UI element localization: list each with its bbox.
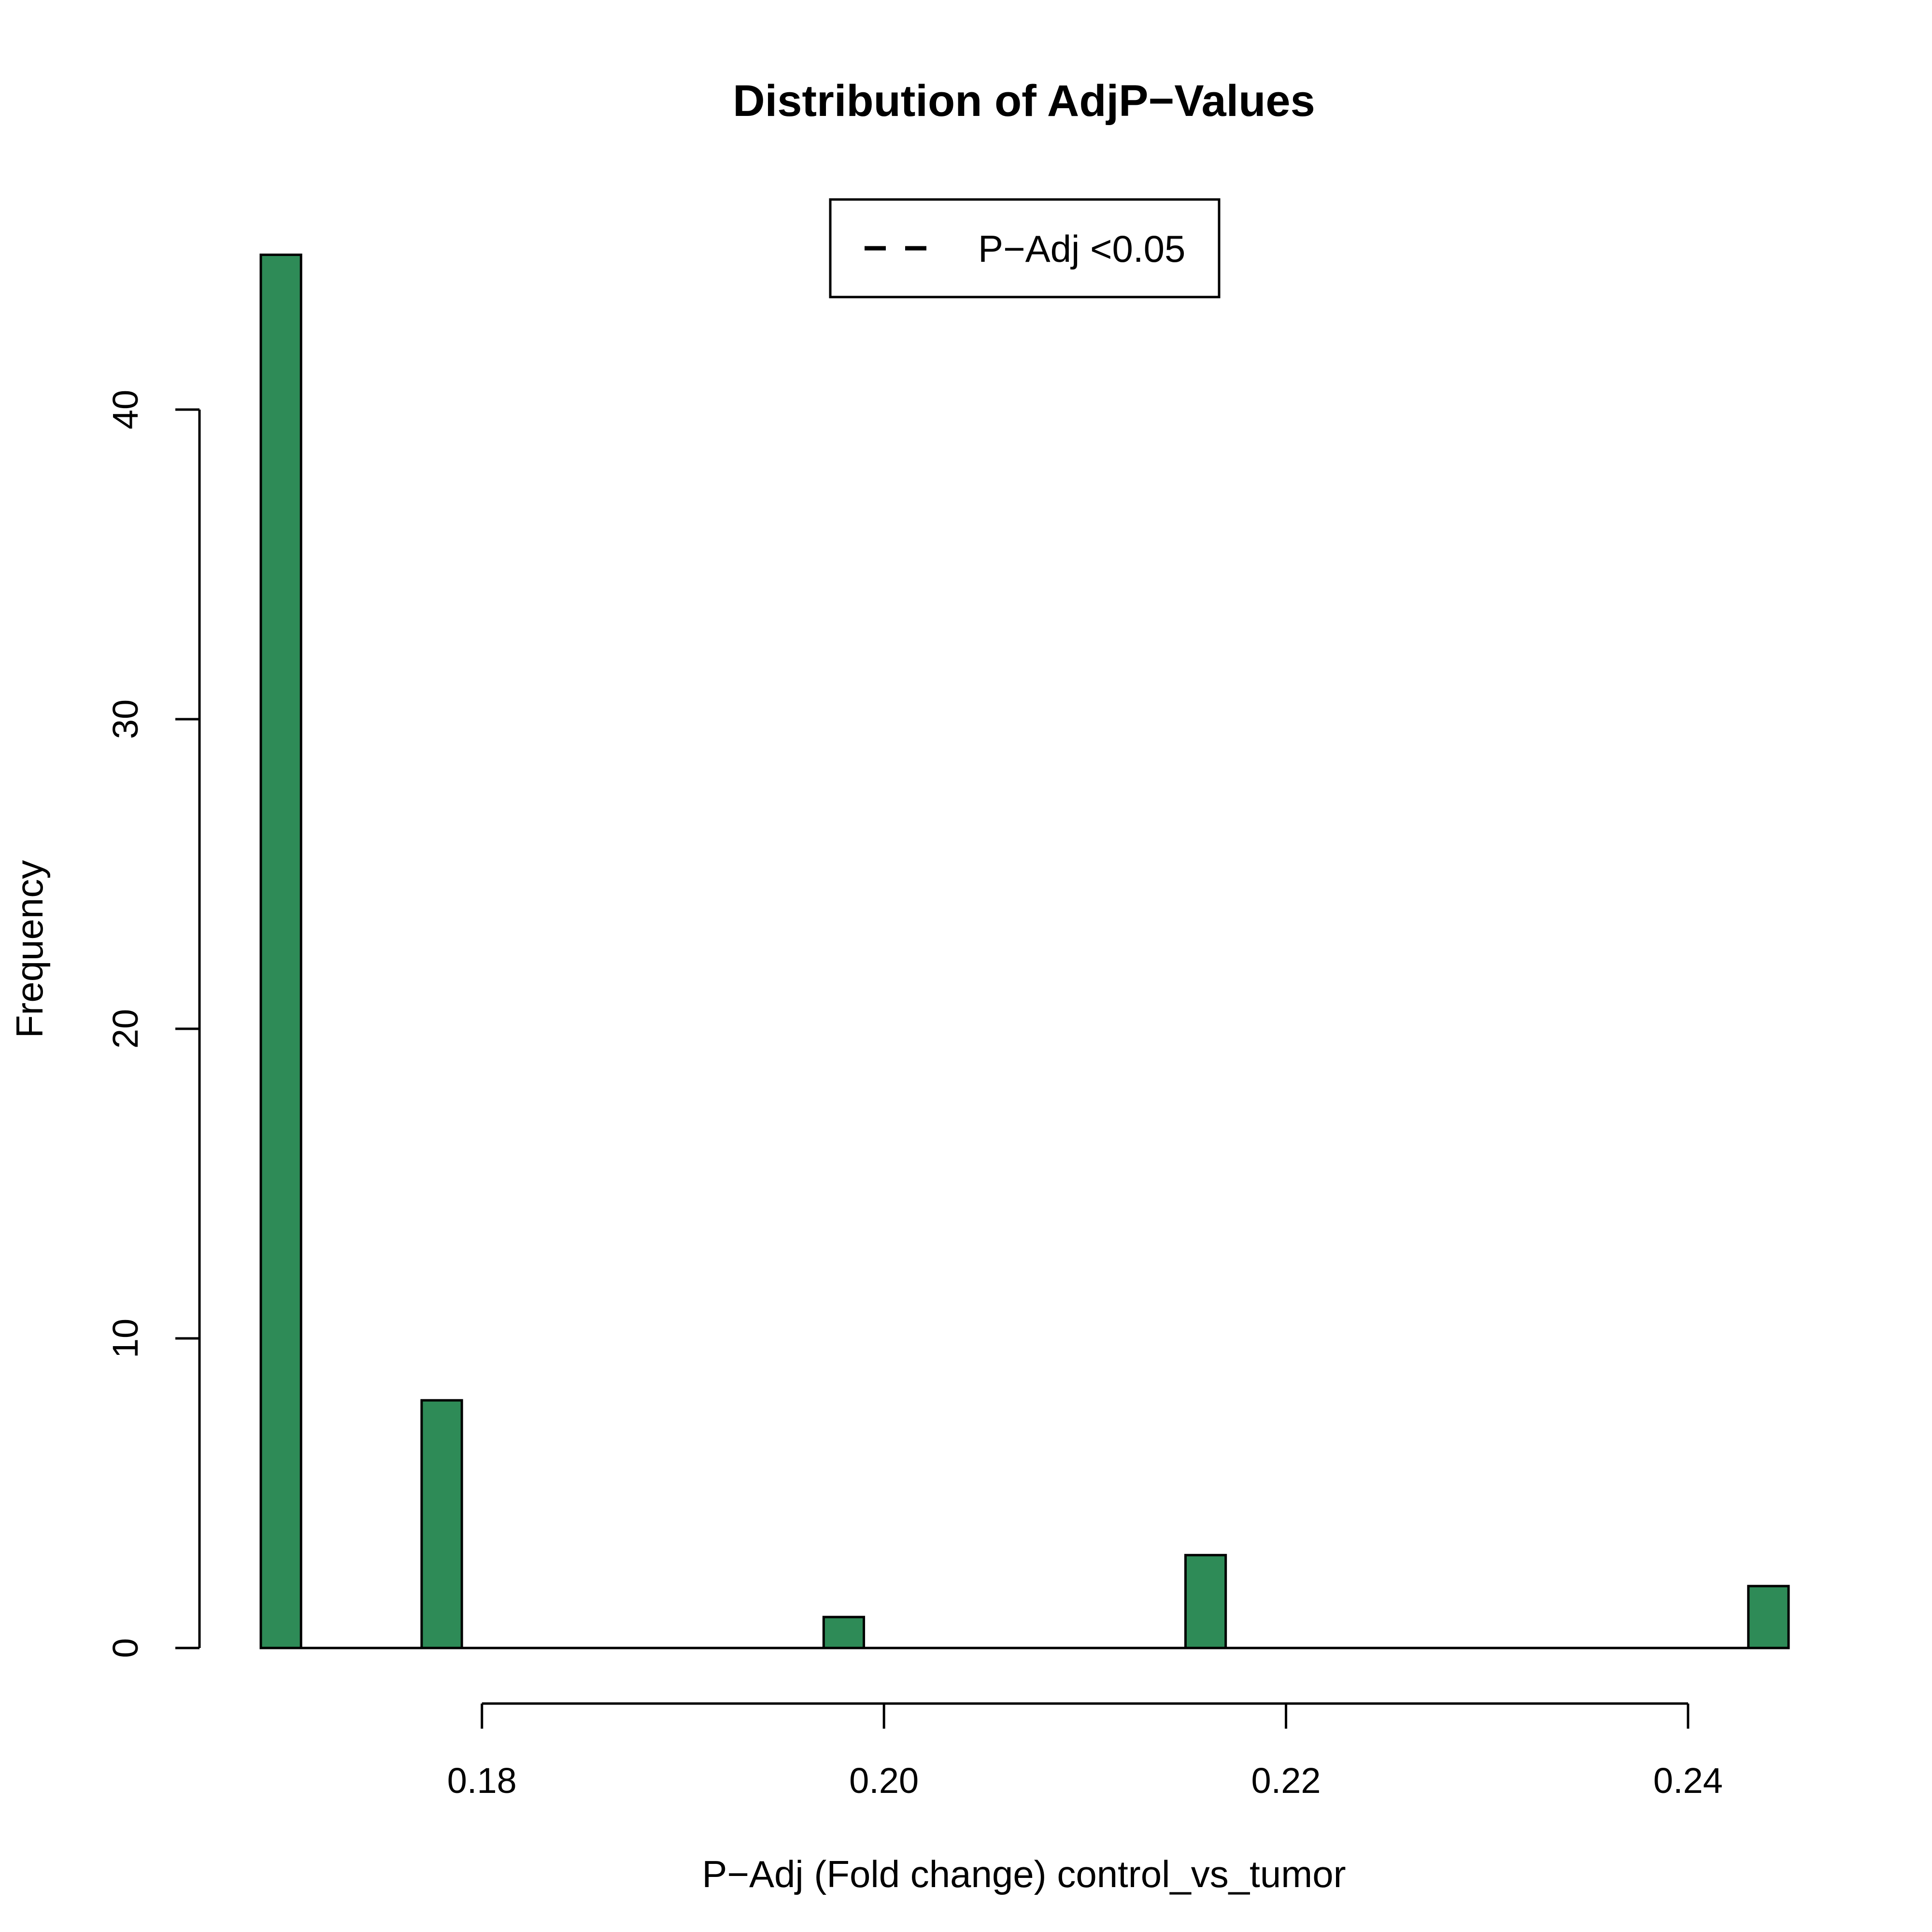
y-tick-label-3: 30 (105, 699, 145, 739)
x-tick-label-1: 0.20 (849, 1761, 919, 1801)
histogram-bar-0 (259, 254, 302, 1649)
chart-title: Distribution of AdjP−Values (733, 76, 1315, 126)
histogram-bar-2 (822, 1616, 866, 1649)
legend-box (829, 198, 1221, 298)
bars-layer (259, 254, 1790, 1649)
x-tick-label-3: 0.24 (1653, 1761, 1723, 1801)
x-axis-label: P−Adj (Fold change) control_vs_tumor (702, 1853, 1346, 1895)
x-axis: 0.18 0.20 0.22 0.24 (447, 1702, 1723, 1801)
y-axis-label: Frequency (8, 860, 51, 1038)
y-tick-label-0: 0 (105, 1638, 145, 1658)
x-tick-label-2: 0.22 (1251, 1761, 1321, 1801)
histogram-bar-3 (1184, 1554, 1227, 1649)
y-tick-label-1: 10 (105, 1319, 145, 1358)
x-tick-label-0: 0.18 (447, 1761, 517, 1801)
histogram-bar-1 (420, 1399, 463, 1649)
legend: P−Adj <0.05 (829, 198, 1221, 298)
histogram-bar-4 (1747, 1585, 1790, 1649)
y-tick-label-2: 20 (105, 1009, 145, 1049)
legend-entry-label: P−Adj <0.05 (978, 227, 1185, 270)
y-tick-label-4: 40 (105, 390, 145, 429)
y-axis: 0 10 20 30 40 (105, 390, 201, 1658)
